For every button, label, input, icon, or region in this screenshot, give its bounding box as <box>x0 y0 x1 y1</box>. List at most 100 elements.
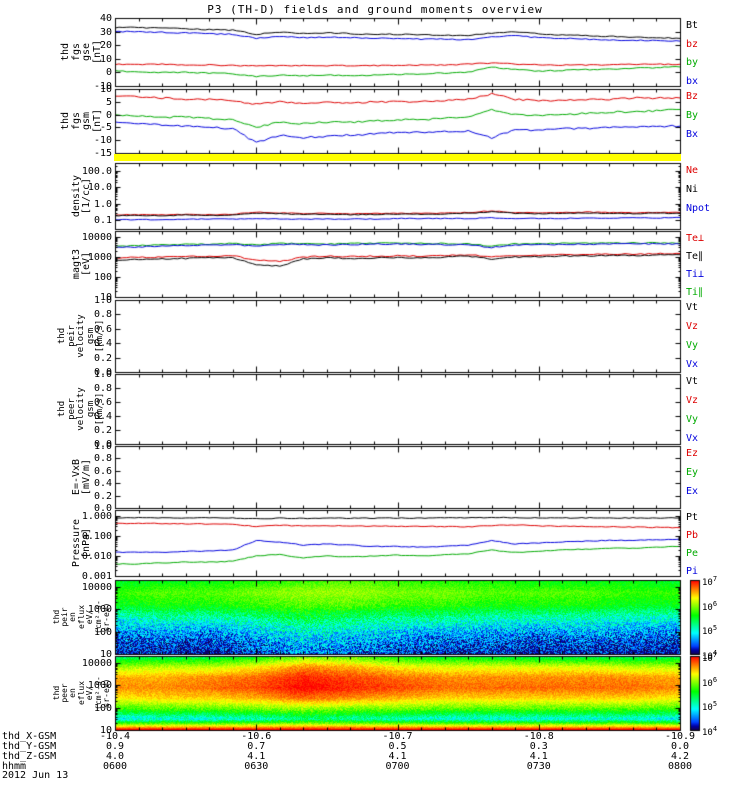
panel-ylabel: Pressure [nPa] <box>59 510 105 576</box>
legend-item: Pb <box>686 530 699 541</box>
ylabel-line: gsm <box>81 111 92 131</box>
colorbar-tick-exp: 7 <box>712 651 718 659</box>
ephemeris-value: 4.0 <box>105 751 125 762</box>
ylabel-line: sr-eV) <box>101 678 111 708</box>
ephemeris-value: 4.1 <box>529 751 548 762</box>
colorbar-tick-label: 107 <box>702 651 717 664</box>
y-tick-label: 1000 <box>87 604 112 616</box>
ephemeris-value: 0.7 <box>247 741 266 752</box>
y-tick-label: 10.0 <box>87 182 112 194</box>
y-tick-label: 100 <box>93 626 112 638</box>
legend-item: Vy <box>686 414 699 425</box>
ephemeris-value: 0800 <box>667 761 693 772</box>
ephemeris-row-label: thd_Y-GSM <box>2 741 57 752</box>
legend-item: Ey <box>686 467 699 478</box>
colorbar-tick-label: 104 <box>702 725 717 738</box>
y-tick-label: 0.4 <box>93 338 112 350</box>
roadmap-bar <box>114 154 681 161</box>
y-tick-label: 20 <box>99 40 112 52</box>
y-tick-label: 1.0 <box>93 369 112 380</box>
y-tick-label: -10 <box>93 135 112 147</box>
y-tick-label: 0.100 <box>81 531 112 542</box>
legend-item: Vt <box>686 376 699 387</box>
colorbar-tick-base: 10 <box>702 602 713 613</box>
colorbar-tick-base: 10 <box>702 627 713 638</box>
ylabel-line: [km/s] <box>95 392 106 426</box>
ephemeris-value: 4.1 <box>388 751 407 762</box>
y-tick-label: 0.2 <box>93 490 112 502</box>
legend-item: Te∥ <box>686 251 704 262</box>
panel-ylabel: thd peir en eflux eV/(cm²-s-sr-eV) <box>50 580 114 654</box>
legend-item: Bz <box>686 91 699 102</box>
panel-ylabel: thd peir velocity gsm [km/s] <box>54 300 110 372</box>
legend-item: Pt <box>686 512 699 523</box>
legend-item: Vx <box>686 433 699 444</box>
ylabel-line: [km/s] <box>95 319 106 353</box>
y-tick-label: 1000 <box>87 252 112 263</box>
y-tick-label: 0.6 <box>93 323 112 335</box>
y-tick-label: 0.4 <box>93 411 112 422</box>
legend-item: Bx <box>686 129 699 140</box>
y-tick-label: 10000 <box>81 232 112 244</box>
ephemeris-row-label: thd_X-GSM <box>2 731 57 742</box>
y-tick-label: 0.8 <box>93 453 112 465</box>
legend-item: Ne <box>686 165 699 176</box>
y-tick-label: 0.6 <box>93 465 112 477</box>
colorbar-tick-label: 105 <box>702 700 717 713</box>
ylabel-line: [nPa] <box>81 527 92 559</box>
y-tick-label: -15 <box>93 148 112 159</box>
ephemeris-value: 0600 <box>102 761 128 772</box>
legend-item: Vx <box>686 359 699 370</box>
legend-item: Vz <box>686 321 699 332</box>
y-tick-label: 40 <box>99 13 112 24</box>
ephemeris-value: 0.5 <box>388 741 407 752</box>
colorbar-tick-label: 104 <box>702 649 717 662</box>
ylabel-line: thd <box>60 42 71 62</box>
legend-item: Vt <box>686 302 699 313</box>
legend-item: By <box>686 110 699 121</box>
ylabel-line: [eV] <box>81 251 92 277</box>
ephemeris-value: -10.4 <box>99 731 131 742</box>
y-tick-label: 0 <box>105 67 112 79</box>
panel-ylabel: magt3 [eV] <box>59 231 105 297</box>
page-title: P3 (TH-D) fields and ground moments over… <box>207 3 543 16</box>
ephemeris-value: 4.2 <box>670 751 690 762</box>
ephemeris-value: -10.8 <box>523 731 554 742</box>
y-tick-label: 0.0 <box>93 503 112 514</box>
colorbar-tick-exp: 4 <box>712 725 718 733</box>
ephemeris-value: 0.0 <box>670 741 690 752</box>
panel-ylabel: thd peer en eflux eV/(cm²-s-sr-eV) <box>50 656 114 730</box>
panel-ylabel: thd fgs gse [nT] <box>59 18 105 86</box>
ephemeris-value: 0700 <box>385 761 410 772</box>
panel-ylabel: thd peer velocity gsm [km/s] <box>54 374 110 444</box>
panel-ylabel: E=-VxB [mV/m] <box>59 446 105 508</box>
y-tick-label: 0.8 <box>93 309 112 321</box>
colorbar-tick-exp: 5 <box>712 624 718 633</box>
y-tick-label: 1.000 <box>81 511 112 523</box>
ephemeris-value: 0.3 <box>529 741 548 752</box>
colorbar-tick-label: 106 <box>702 676 717 689</box>
y-tick-label: 100 <box>93 702 112 714</box>
colorbar-tick-base: 10 <box>702 654 713 664</box>
colorbar-tick-label: 106 <box>702 600 717 613</box>
legend-item: Vy <box>686 340 699 351</box>
ephemeris-row-label: hhmm <box>2 761 27 772</box>
colorbar-tick-base: 10 <box>702 728 713 738</box>
colorbar-tick-base: 10 <box>702 678 713 689</box>
legend-item: Ti∥ <box>686 287 704 298</box>
legend-item: by <box>686 57 699 69</box>
legend-item: Ex <box>686 486 699 497</box>
ephemeris-value: -10.9 <box>664 731 696 742</box>
legend-item: Npot <box>686 203 711 214</box>
ylabel-line: [nT] <box>91 108 103 134</box>
ephemeris-row-label: thd_Z-GSM <box>2 751 57 762</box>
y-tick-label: 30 <box>99 26 112 38</box>
date-label: 2012 Jun 13 <box>2 770 69 781</box>
y-tick-label: 10 <box>99 53 112 65</box>
legend-item: bz <box>686 38 699 50</box>
y-tick-label: 0.0 <box>93 439 112 450</box>
y-tick-label: 0 <box>105 109 112 121</box>
colorbar-tick-exp: 6 <box>712 599 718 608</box>
